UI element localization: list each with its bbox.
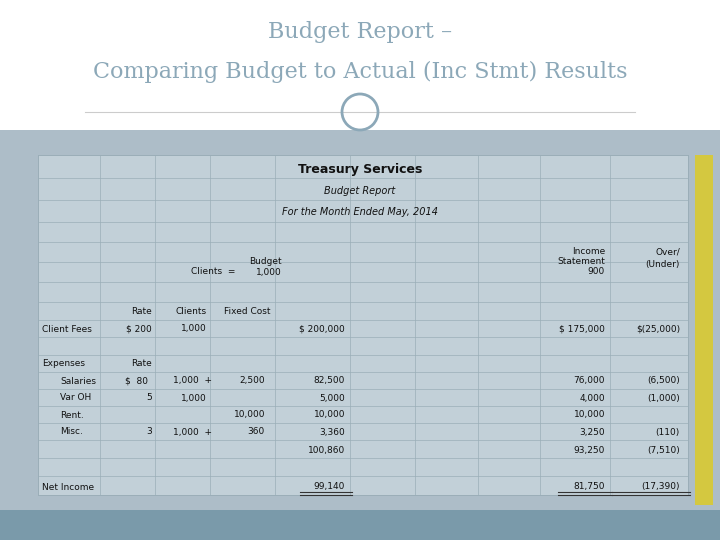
Text: 5,000: 5,000 [319,394,345,402]
Text: 81,750: 81,750 [574,483,605,491]
Text: (17,390): (17,390) [642,483,680,491]
Text: Treasury Services: Treasury Services [298,163,422,176]
Text: $  80: $ 80 [125,376,148,386]
Text: 360: 360 [248,428,265,436]
Text: Salaries: Salaries [60,376,96,386]
Text: (7,510): (7,510) [647,446,680,455]
Text: 99,140: 99,140 [314,483,345,491]
Text: (6,500): (6,500) [647,376,680,386]
Text: Client Fees: Client Fees [42,325,92,334]
Text: Rent.: Rent. [60,410,84,420]
Text: 1,000: 1,000 [181,394,207,402]
Text: Expenses: Expenses [42,359,85,368]
Text: 2,500: 2,500 [239,376,265,386]
Text: Comparing Budget to Actual (Inc Stmt) Results: Comparing Budget to Actual (Inc Stmt) Re… [93,61,627,83]
Text: 900: 900 [588,267,605,276]
Text: Var OH: Var OH [60,394,91,402]
Text: Clients  =: Clients = [191,267,235,276]
Text: Rate: Rate [131,359,152,368]
Text: 3: 3 [146,428,152,436]
Text: $ 175,000: $ 175,000 [559,325,605,334]
Text: (Under): (Under) [646,260,680,269]
Text: 93,250: 93,250 [574,446,605,455]
Text: $ 200,000: $ 200,000 [300,325,345,334]
Text: 10,000: 10,000 [574,410,605,420]
Text: 76,000: 76,000 [574,376,605,386]
Text: (110): (110) [656,428,680,436]
Text: 1,000: 1,000 [181,325,207,334]
Text: $(25,000): $(25,000) [636,325,680,334]
Text: For the Month Ended May, 2014: For the Month Ended May, 2014 [282,207,438,217]
Text: 100,860: 100,860 [307,446,345,455]
Text: $ 200: $ 200 [126,325,152,334]
Text: 82,500: 82,500 [314,376,345,386]
Text: Budget Report: Budget Report [325,186,395,196]
Text: (1,000): (1,000) [647,394,680,402]
Text: Income: Income [572,247,605,256]
Text: 1,000: 1,000 [256,267,282,276]
Text: 3,360: 3,360 [319,428,345,436]
Text: 10,000: 10,000 [233,410,265,420]
Text: Fixed Cost: Fixed Cost [223,307,270,315]
Text: Budget Report –: Budget Report – [268,21,452,43]
Text: Over/: Over/ [655,247,680,256]
Text: Clients: Clients [176,307,207,315]
Text: 1,000  +: 1,000 + [173,376,212,386]
Text: Rate: Rate [131,307,152,315]
Text: 5: 5 [146,394,152,402]
Bar [695,155,713,505]
Text: 10,000: 10,000 [313,410,345,420]
Text: Net Income: Net Income [42,483,94,491]
Text: Budget: Budget [249,258,282,267]
Bar [0,130,720,540]
Text: 1,000  +: 1,000 + [173,428,212,436]
Text: Misc.: Misc. [60,428,83,436]
Bar [0,0,720,135]
Bar [38,155,688,495]
Bar [0,510,720,540]
Text: Statement: Statement [557,258,605,267]
Text: 3,250: 3,250 [580,428,605,436]
Text: 4,000: 4,000 [580,394,605,402]
